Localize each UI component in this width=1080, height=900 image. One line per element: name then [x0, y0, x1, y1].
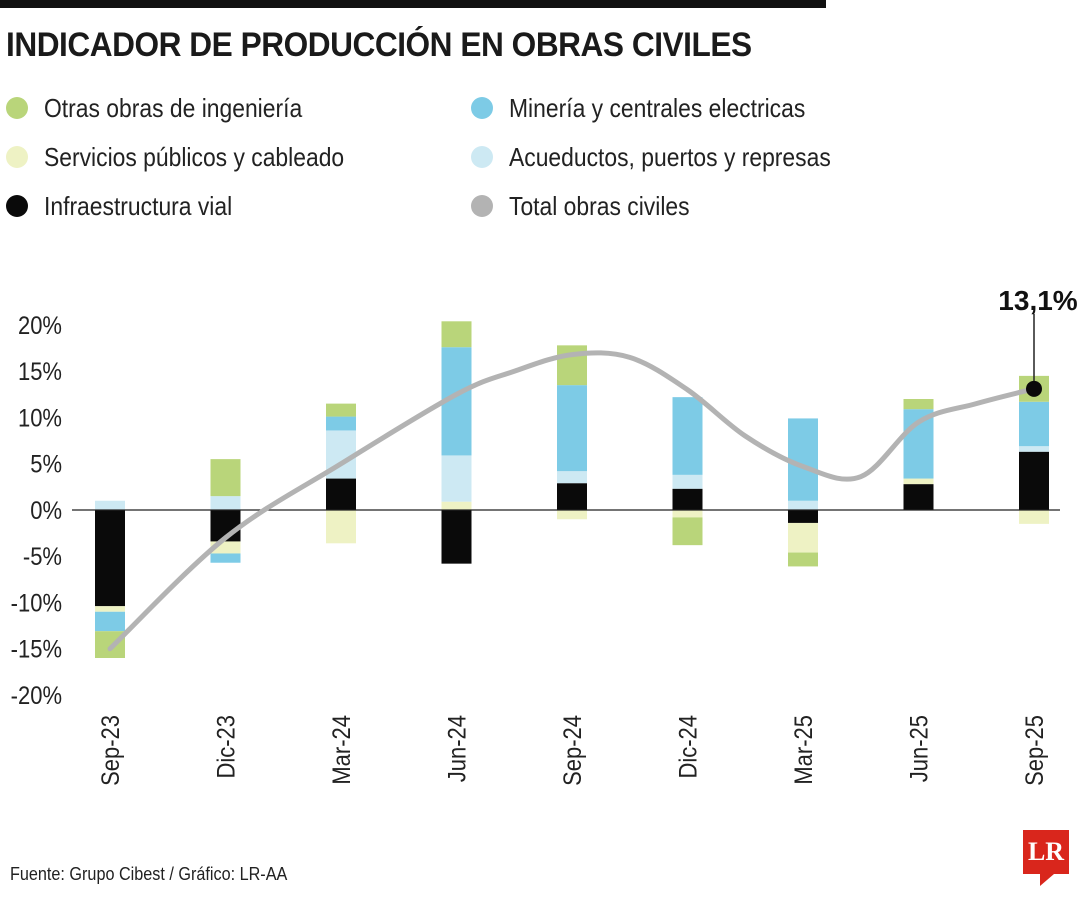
bar-segment-acueductos-puertos-y-represas [441, 455, 472, 502]
y-tick-label: 5% [30, 450, 62, 478]
bar-segment-servicios-p-blicos-y-cableado [557, 510, 587, 520]
legend-dot [6, 146, 28, 168]
x-tick-label: Jun-24 [443, 715, 471, 782]
bar-segment-otras-obras-de-ingenier-a [441, 321, 472, 348]
bar-segment-miner-a-y-centrales-electricas [326, 416, 356, 431]
bar-segment-servicios-p-blicos-y-cableado [903, 478, 934, 485]
y-tick-label: -5% [23, 543, 62, 571]
y-tick-label: -20% [11, 682, 62, 710]
bar-segment-miner-a-y-centrales-electricas [557, 385, 587, 472]
legend-item-mineria: Minería y centrales electricas [471, 88, 846, 128]
legend-dot [471, 146, 493, 168]
y-tick-label: 15% [18, 358, 62, 386]
bar-segment-infraestructura-vial [326, 478, 356, 510]
legend-label: Infraestructura vial [44, 190, 233, 221]
bar-segment-servicios-p-blicos-y-cableado [95, 606, 125, 612]
total-obras-civiles-line [107, 350, 1037, 652]
legend-label: Total obras civiles [509, 190, 690, 221]
legend-label: Servicios públicos y cableado [44, 141, 345, 172]
legend-item-infraestructura-vial: Infraestructura vial [6, 186, 258, 226]
legend-item-total: Total obras civiles [471, 186, 714, 226]
chart-title: INDICADOR DE PRODUCCIÓN EN OBRAS CIVILES [6, 26, 752, 64]
bar-segment-otras-obras-de-ingenier-a [903, 399, 934, 410]
bar-segment-infraestructura-vial [672, 488, 703, 510]
x-tick-label: Jun-25 [905, 715, 933, 782]
bar-segment-otras-obras-de-ingenier-a [672, 517, 703, 546]
legend-dot [471, 97, 493, 119]
legend-dot [6, 97, 28, 119]
bar-segment-infraestructura-vial [903, 484, 934, 510]
lr-logo-text: LR [1027, 837, 1065, 866]
x-tick-label: Dic-23 [212, 715, 240, 779]
legend-label: Otras obras de ingeniería [44, 92, 303, 123]
legend-item-otras-obras: Otras obras de ingeniería [6, 88, 337, 128]
bar-segment-acueductos-puertos-y-represas [788, 500, 818, 510]
bar-segment-infraestructura-vial [557, 483, 587, 510]
bar-segment-miner-a-y-centrales-electricas [95, 611, 125, 632]
bar-segment-otras-obras-de-ingenier-a [788, 552, 818, 567]
bar-segment-servicios-p-blicos-y-cableado [326, 510, 356, 544]
top-rule [0, 0, 826, 8]
y-tick-label: 20% [18, 312, 62, 340]
bar-segment-miner-a-y-centrales-electricas [1019, 401, 1049, 447]
y-tick-label: -10% [11, 589, 62, 617]
bar-segment-acueductos-puertos-y-represas [557, 471, 587, 484]
bar-segment-acueductos-puertos-y-represas [1019, 446, 1049, 452]
bar-segment-acueductos-puertos-y-represas [210, 496, 241, 510]
bar-segment-otras-obras-de-ingenier-a [326, 403, 356, 417]
legend-item-servicios-publicos: Servicios públicos y cableado [6, 137, 385, 177]
x-tick-label: Mar-25 [790, 715, 818, 785]
bar-segment-infraestructura-vial [788, 510, 818, 523]
stacked-bar-line-chart: 20% 15% 10% 5% 0% -5% -10% -15% -20% 13,1% Sep-23 D… [11, 285, 1078, 786]
bar-segment-acueductos-puertos-y-represas [672, 474, 703, 489]
legend-dot [6, 195, 28, 217]
bar-segment-infraestructura-vial [1019, 451, 1049, 510]
annotation-label: 13,1% [998, 285, 1077, 316]
y-tick-label: -15% [11, 635, 62, 663]
bar-segment-otras-obras-de-ingenier-a [210, 459, 241, 497]
bar-segment-servicios-p-blicos-y-cableado [1019, 510, 1049, 524]
bar-segment-miner-a-y-centrales-electricas [210, 553, 241, 563]
legend-label: Minería y centrales electricas [509, 92, 806, 123]
y-tick-label: 0% [30, 497, 62, 525]
legend-dot [471, 195, 493, 217]
bar-segment-servicios-p-blicos-y-cableado [441, 501, 472, 510]
bar-segment-infraestructura-vial [95, 510, 125, 607]
bar-segment-servicios-p-blicos-y-cableado [672, 510, 703, 518]
x-tick-label: Sep-23 [97, 715, 125, 786]
legend: Otras obras de ingeniería Minería y cent… [6, 88, 906, 238]
x-tick-label: Sep-25 [1021, 715, 1049, 786]
bar-segment-servicios-p-blicos-y-cableado [788, 522, 818, 553]
bar-segment-miner-a-y-centrales-electricas [788, 418, 818, 501]
legend-label: Acueductos, puertos y represas [509, 141, 831, 172]
x-tick-label: Sep-24 [559, 715, 587, 786]
bar-segment-miner-a-y-centrales-electricas [672, 397, 703, 475]
x-tick-label: Mar-24 [328, 715, 356, 785]
y-tick-label: 10% [18, 404, 62, 432]
lr-logo: LR [1023, 830, 1069, 874]
legend-item-acueductos: Acueductos, puertos y represas [471, 137, 875, 177]
x-tick-label: Dic-24 [674, 715, 702, 779]
bar-segment-infraestructura-vial [441, 510, 472, 564]
bar-segment-acueductos-puertos-y-represas [95, 500, 125, 510]
lr-logo-tail [1040, 874, 1054, 886]
source-footer: Fuente: Grupo Cibest / Gráfico: LR-AA [10, 864, 288, 884]
annotation-point [1026, 380, 1042, 397]
